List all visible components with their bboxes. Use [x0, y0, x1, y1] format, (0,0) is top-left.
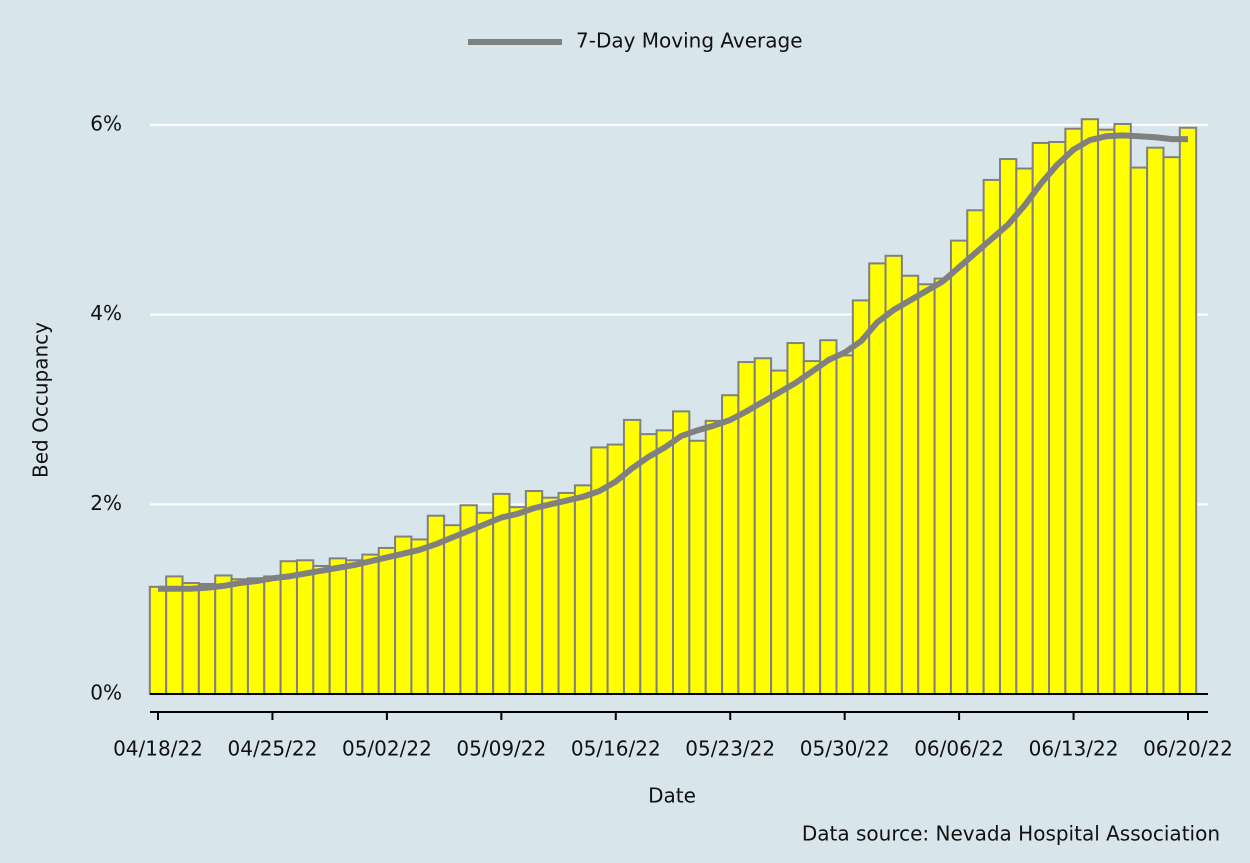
y-tick-label: 2%	[90, 491, 122, 515]
bar	[181, 582, 200, 696]
x-axis-label: Date	[648, 784, 696, 808]
bar	[197, 583, 217, 696]
bar	[214, 574, 233, 696]
bar	[312, 564, 331, 696]
bar	[1080, 118, 1100, 696]
bar	[982, 178, 1001, 696]
bar	[443, 524, 462, 696]
bar	[655, 429, 675, 696]
bar	[148, 585, 168, 696]
x-tick-label: 04/25/22	[228, 737, 318, 761]
bar	[246, 577, 266, 696]
bar	[361, 553, 380, 696]
bar	[900, 274, 920, 696]
source-note: Data source: Nevada Hospital Association	[802, 822, 1220, 846]
bar	[377, 546, 397, 696]
bar	[328, 557, 348, 696]
bar	[1031, 141, 1051, 696]
y-axis-label: Bed Occupancy	[29, 322, 53, 478]
bar	[524, 490, 544, 696]
bar	[819, 339, 838, 696]
bar	[410, 538, 429, 696]
bar	[1129, 166, 1149, 696]
bar	[917, 283, 936, 696]
bar	[966, 209, 985, 696]
bar	[949, 239, 969, 696]
bar	[1113, 122, 1132, 696]
bar	[672, 410, 691, 696]
bar	[295, 559, 315, 696]
x-tick-label: 05/16/22	[571, 737, 661, 761]
bar	[508, 506, 527, 696]
x-tick-label: 05/02/22	[342, 737, 432, 761]
bar	[557, 491, 576, 696]
bar	[998, 158, 1018, 696]
bar	[835, 354, 854, 696]
bar	[851, 299, 871, 696]
bar	[394, 535, 413, 696]
bar	[263, 575, 282, 696]
x-tick-label: 04/18/22	[113, 737, 203, 761]
bar	[1064, 127, 1083, 696]
bar	[1015, 167, 1034, 696]
bar	[802, 360, 822, 696]
bar	[165, 575, 184, 696]
moving-average-line	[158, 132, 1188, 592]
bar	[475, 511, 495, 696]
x-tick-label: 06/20/22	[1143, 737, 1233, 761]
y-tick-label: 4%	[90, 301, 122, 325]
y-tick-label: 6%	[90, 111, 122, 135]
bar	[1162, 156, 1181, 696]
bar	[573, 484, 593, 696]
x-tick-label: 06/06/22	[914, 737, 1004, 761]
x-tick-label: 05/23/22	[685, 737, 775, 761]
y-tick-label: 0%	[90, 681, 122, 705]
legend-label: 7-Day Moving Average	[576, 29, 803, 53]
bar	[1146, 146, 1165, 696]
bar	[1048, 140, 1067, 696]
bar	[1097, 128, 1116, 696]
bar	[721, 394, 740, 696]
bar	[345, 559, 364, 696]
bar	[770, 369, 789, 696]
x-tick-label: 06/13/22	[1029, 737, 1119, 761]
bar	[230, 578, 249, 696]
bar	[492, 492, 511, 696]
x-tick-label: 05/30/22	[800, 737, 890, 761]
bar	[1178, 126, 1198, 696]
x-tick-label: 05/09/22	[456, 737, 546, 761]
bar	[279, 560, 298, 696]
bar	[884, 254, 903, 696]
bar	[933, 277, 952, 696]
bar	[704, 419, 724, 696]
bar	[786, 342, 805, 696]
bar	[639, 433, 658, 696]
bar	[688, 439, 707, 696]
bar	[541, 496, 560, 696]
